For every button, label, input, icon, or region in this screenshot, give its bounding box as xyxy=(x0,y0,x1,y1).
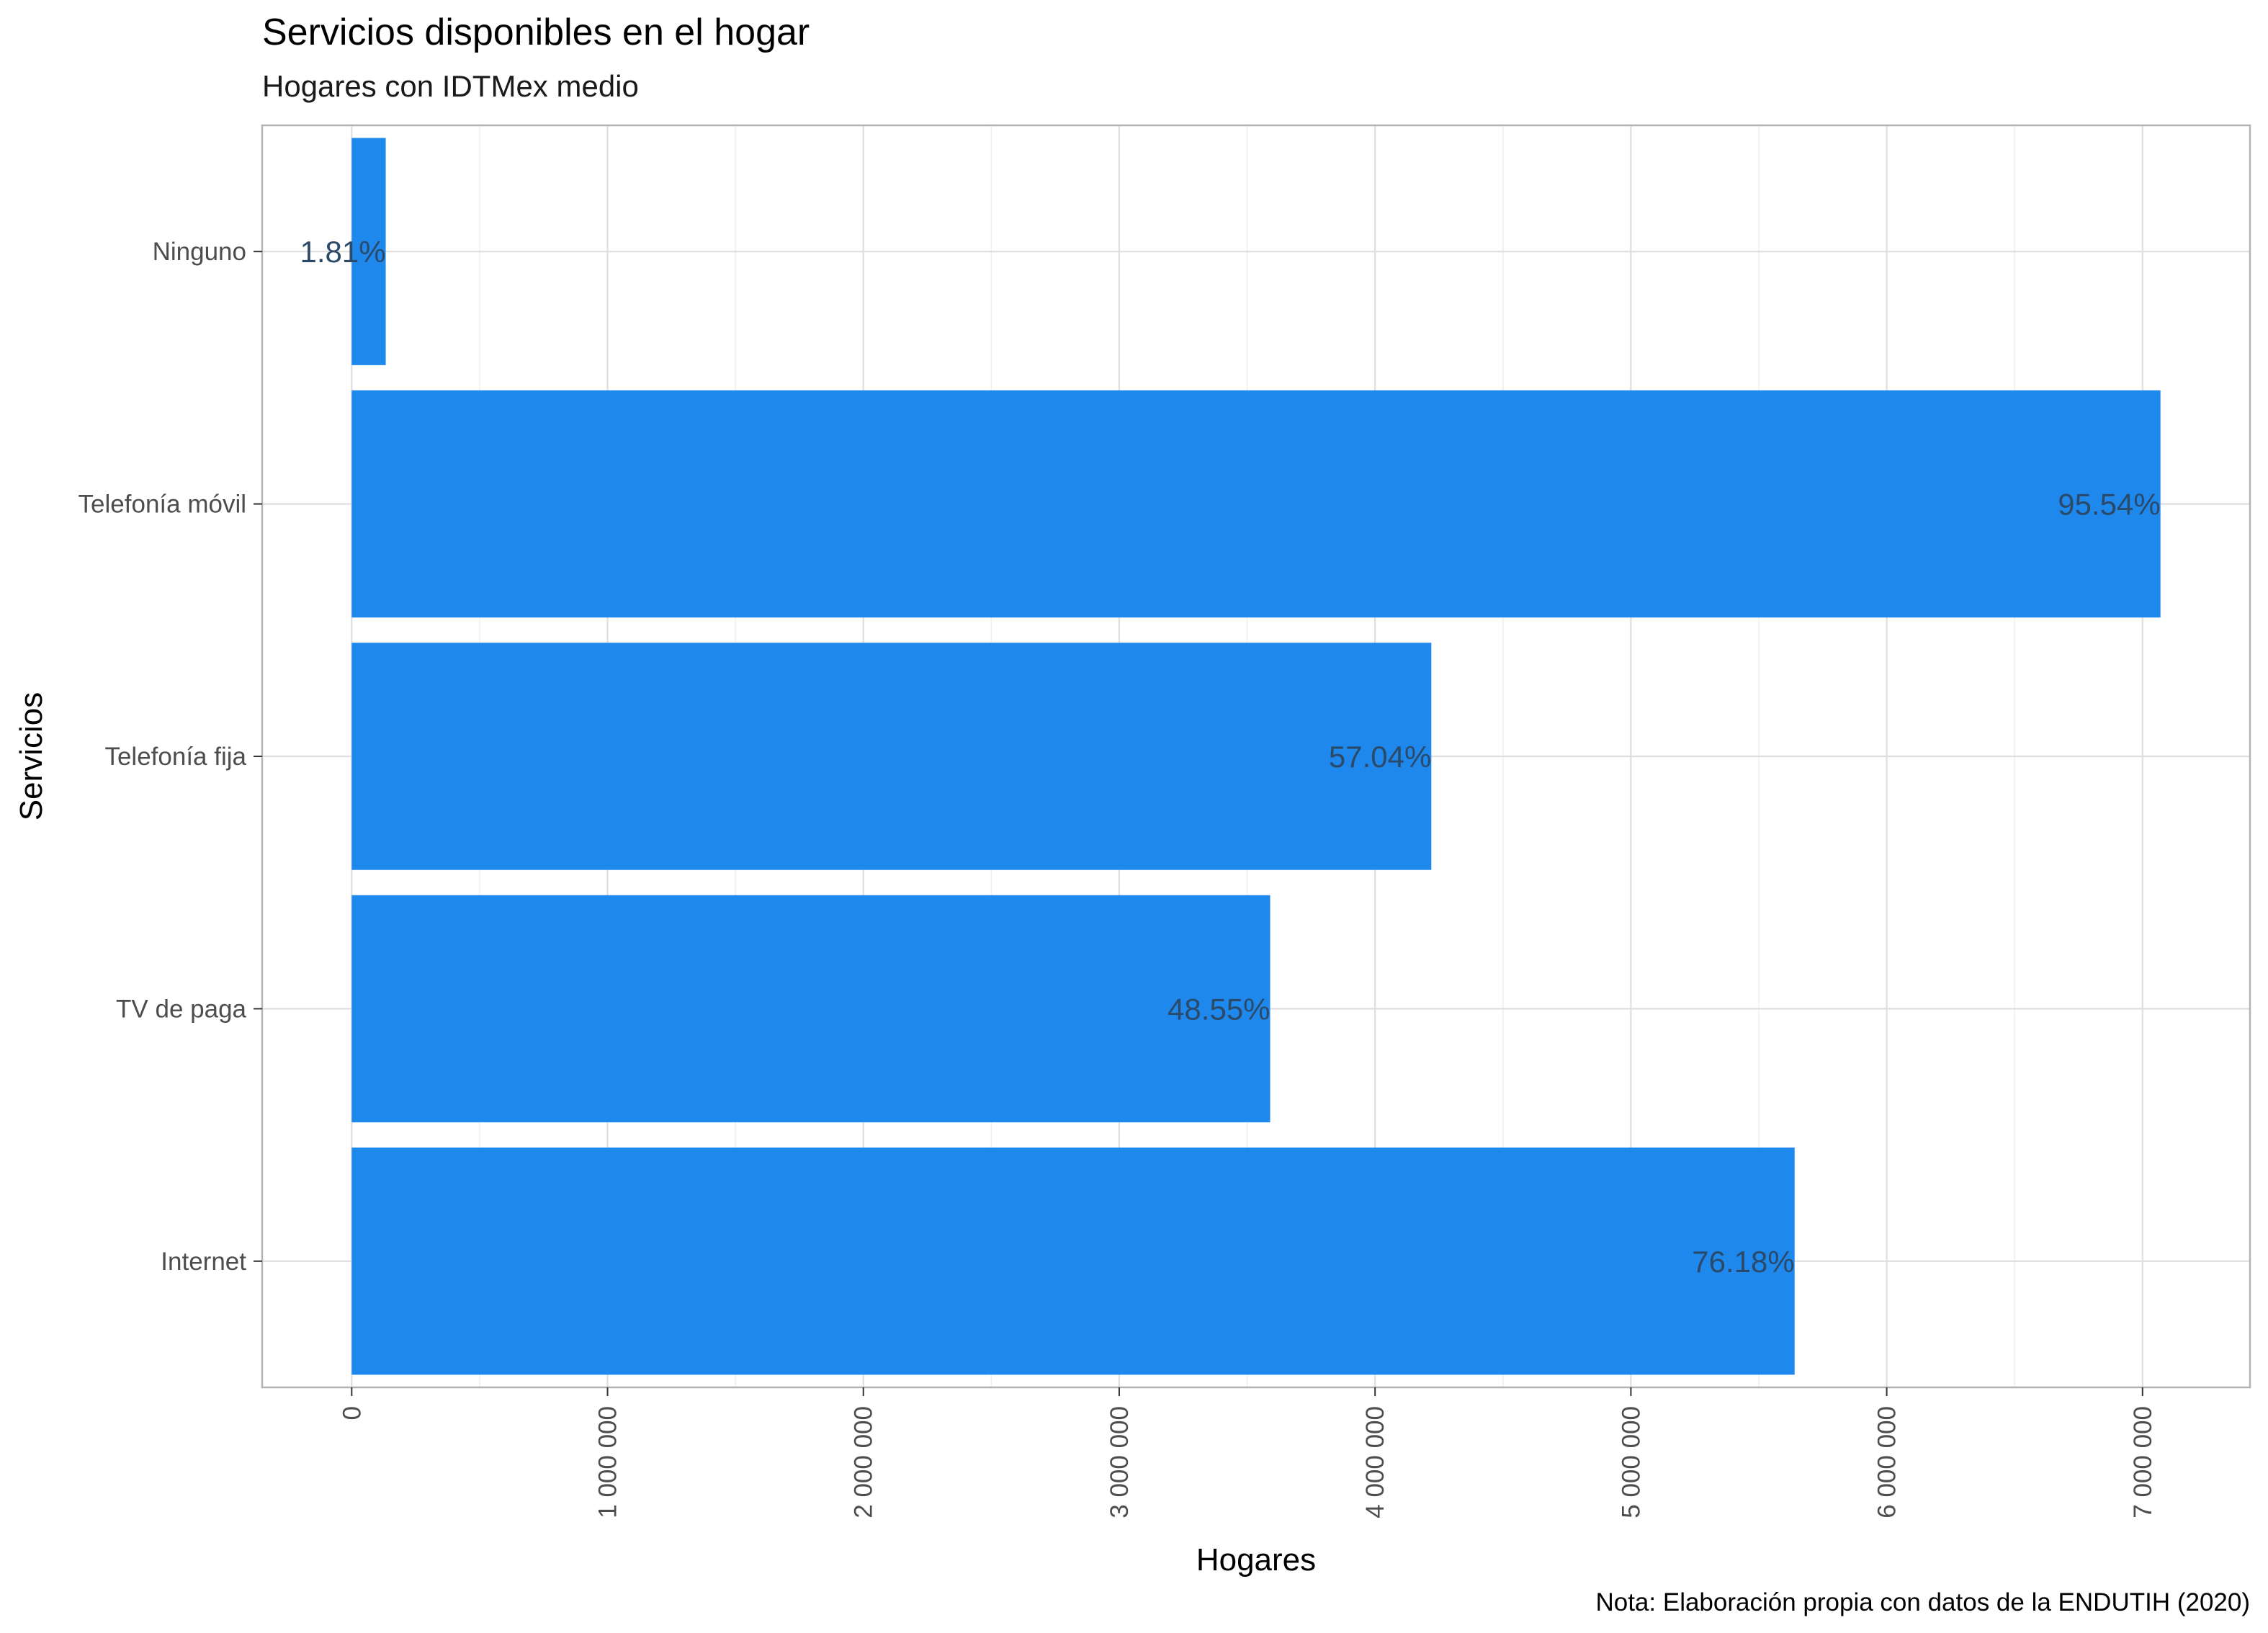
data-label: 57.04% xyxy=(1329,740,1431,774)
y-tick-label: Ninguno xyxy=(153,238,246,266)
bar xyxy=(351,390,2161,618)
x-tick-label: 5 000 000 xyxy=(1617,1406,1645,1518)
x-tick-label: 0 xyxy=(338,1406,366,1420)
x-tick-label: 3 000 000 xyxy=(1106,1406,1134,1518)
x-tick-label: 6 000 000 xyxy=(1873,1406,1901,1518)
y-tick-label: Telefonía fija xyxy=(104,743,246,771)
x-tick-label: 4 000 000 xyxy=(1361,1406,1389,1518)
bar xyxy=(351,138,386,365)
bars xyxy=(351,138,2161,1375)
bar xyxy=(351,643,1432,870)
axes: Ninguno Telefonía móvil Telefonía fija TV d… xyxy=(79,238,2157,1518)
x-tick-label: 2 000 000 xyxy=(850,1406,878,1518)
bar xyxy=(351,895,1270,1123)
x-tick-label: 1 000 000 xyxy=(594,1406,622,1518)
data-label: 48.55% xyxy=(1167,992,1270,1026)
data-label: 95.54% xyxy=(2058,488,2160,522)
y-axis-title: Servicios xyxy=(14,692,49,821)
chart-subtitle: Hogares con IDTMex medio xyxy=(262,69,639,103)
y-tick-label: TV de paga xyxy=(116,995,246,1023)
bar xyxy=(351,1147,1795,1375)
chart-caption: Nota: Elaboración propia con datos de la… xyxy=(1595,1588,2250,1616)
data-label: 1.81% xyxy=(300,235,385,269)
x-axis-title: Hogares xyxy=(1196,1542,1316,1578)
data-label: 76.18% xyxy=(1692,1245,1794,1279)
x-tick-label: 7 000 000 xyxy=(2129,1406,2157,1518)
data-labels: 1.81% 95.54% 57.04% 48.55% 76.18% xyxy=(300,235,2160,1279)
y-tick-label: Telefonía móvil xyxy=(79,491,246,519)
chart-title: Servicios disponibles en el hogar xyxy=(262,12,810,53)
y-tick-label: Internet xyxy=(161,1248,246,1276)
